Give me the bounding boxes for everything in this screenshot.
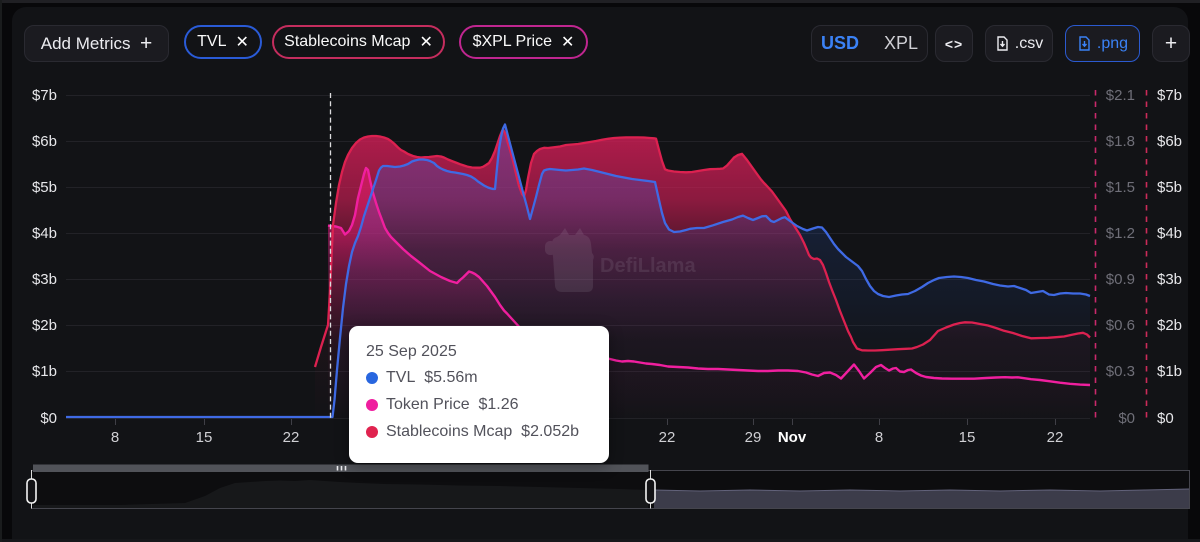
svg-text:15: 15	[196, 429, 213, 446]
svg-text:$6b: $6b	[1157, 133, 1182, 150]
svg-text:$6b: $6b	[32, 133, 57, 150]
svg-text:$5b: $5b	[1157, 179, 1182, 196]
svg-text:22: 22	[283, 429, 300, 446]
svg-text:22: 22	[1047, 429, 1064, 446]
svg-text:$0: $0	[1157, 410, 1174, 427]
svg-text:$1.2: $1.2	[1106, 225, 1135, 242]
svg-text:$1b: $1b	[1157, 363, 1182, 380]
svg-text:15: 15	[959, 429, 976, 446]
svg-text:$4b: $4b	[32, 225, 57, 242]
svg-text:$0.9: $0.9	[1106, 271, 1135, 288]
svg-text:$0: $0	[40, 410, 57, 427]
svg-text:$3b: $3b	[32, 271, 57, 288]
svg-text:Nov: Nov	[778, 429, 807, 446]
svg-text:$0.6: $0.6	[1106, 317, 1135, 334]
svg-text:$1.8: $1.8	[1106, 133, 1135, 150]
svg-text:$4b: $4b	[1157, 225, 1182, 242]
svg-text:$5b: $5b	[32, 179, 57, 196]
svg-text:DefiLlama: DefiLlama	[600, 255, 696, 277]
svg-text:29: 29	[745, 429, 762, 446]
svg-text:$1b: $1b	[32, 363, 57, 380]
svg-text:$0.3: $0.3	[1106, 363, 1135, 380]
svg-text:$0: $0	[1118, 410, 1135, 427]
svg-text:$2b: $2b	[32, 317, 57, 334]
svg-text:8: 8	[111, 429, 119, 446]
svg-text:$3b: $3b	[1157, 271, 1182, 288]
svg-text:$2.1: $2.1	[1106, 87, 1135, 104]
svg-text:$7b: $7b	[1157, 87, 1182, 104]
svg-text:$2b: $2b	[1157, 317, 1182, 334]
svg-text:$1.5: $1.5	[1106, 179, 1135, 196]
svg-text:8: 8	[875, 429, 883, 446]
svg-text:22: 22	[659, 429, 676, 446]
svg-text:$7b: $7b	[32, 87, 57, 104]
